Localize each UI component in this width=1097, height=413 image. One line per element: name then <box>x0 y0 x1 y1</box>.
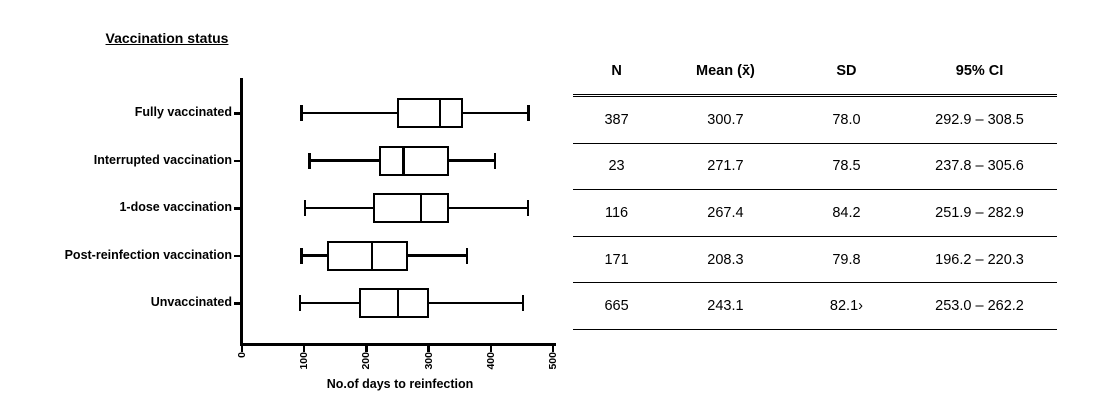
box <box>378 145 450 176</box>
table-cell: 84.2 <box>832 204 861 221</box>
category-label: Interrupted vaccination <box>93 152 232 167</box>
x-axis-line <box>240 343 556 346</box>
table-cell: 237.8 – 305.6 <box>935 158 1024 175</box>
median-line <box>419 195 423 221</box>
table-header-cell: Mean (x̄) <box>696 63 755 79</box>
median-line <box>396 290 400 316</box>
table-cell: 196.2 – 220.3 <box>935 251 1024 268</box>
table-cell: 292.9 – 308.5 <box>935 111 1024 128</box>
whisker-cap-low <box>300 247 303 264</box>
x-axis-tick <box>427 346 430 352</box>
table-row: 665 243.1 82.1› 253.0 – 262.2 <box>573 283 1057 330</box>
y-axis-tick <box>234 302 241 305</box>
category-label: Post-reinfection vaccination <box>64 247 232 262</box>
whisker-cap-low <box>308 152 311 169</box>
table-cell: 208.3 <box>707 251 744 268</box>
table-cell: 79.8 <box>832 251 861 268</box>
table-cell: 23 <box>608 158 625 175</box>
table-header-row: N Mean (x̄) SD 95% CI <box>573 48 1057 97</box>
whisker-cap-high <box>465 247 469 264</box>
whisker-cap-low <box>298 295 302 311</box>
median-line <box>402 147 405 174</box>
y-axis-tick <box>234 112 241 115</box>
table-cell: 387 <box>604 111 629 128</box>
table-cell: 171 <box>604 251 629 268</box>
x-axis-tick-label: 500 <box>547 352 559 370</box>
box <box>396 98 463 128</box>
y-axis-tick <box>234 159 241 162</box>
table-row: 171 208.3 79.8 196.2 – 220.3 <box>573 237 1057 284</box>
box <box>327 240 409 271</box>
table-cell: 665 <box>604 298 629 315</box>
y-axis-tick <box>234 254 241 257</box>
y-axis-line <box>240 78 243 345</box>
whisker-cap-low <box>303 200 307 216</box>
category-label: Fully vaccinated <box>134 105 232 119</box>
whisker-cap-high <box>527 105 530 121</box>
x-axis-tick <box>302 346 306 352</box>
table-cell: 78.0 <box>832 111 861 128</box>
table-cell: 271.7 <box>707 158 744 175</box>
median-line <box>438 100 442 126</box>
category-label: 1-dose vaccination <box>119 200 232 214</box>
whisker-cap-high <box>526 200 530 216</box>
table-cell: 116 <box>604 204 629 221</box>
median-line <box>370 242 374 269</box>
table-cell: 251.9 – 282.9 <box>935 204 1024 221</box>
table-cell: 253.0 – 262.2 <box>935 298 1024 315</box>
table-row: 23 271.7 78.5 237.8 – 305.6 <box>573 144 1057 191</box>
x-axis-tick <box>489 346 493 352</box>
table-row: 116 267.4 84.2 251.9 – 282.9 <box>573 190 1057 237</box>
x-axis-title: No.of days to reinfection <box>326 377 474 391</box>
table-cell: 267.4 <box>707 204 744 221</box>
table-row: 387 300.7 78.0 292.9 – 308.5 <box>573 97 1057 144</box>
table-cell: 82.1› <box>829 298 863 315</box>
box <box>373 193 450 223</box>
table-header-cell: N <box>611 63 622 79</box>
x-axis-tick-label: 0 <box>236 352 248 358</box>
x-axis-tick <box>240 346 244 352</box>
x-axis-tick <box>551 346 555 352</box>
table-cell: 243.1 <box>707 298 744 315</box>
plot-title: Vaccination status <box>105 30 229 46</box>
table-body: 387 300.7 78.0 292.9 – 308.5 23 271.7 78.5 237.… <box>573 97 1057 330</box>
table-cell: 300.7 <box>707 111 744 128</box>
table-header-cell: 95% CI <box>955 63 1004 79</box>
box <box>358 288 430 318</box>
whisker-cap-high <box>493 152 497 169</box>
y-axis-tick <box>234 207 241 210</box>
category-label: Unvaccinated <box>150 295 232 309</box>
whisker-cap-low <box>300 105 303 121</box>
table-cell: 78.5 <box>832 158 861 175</box>
stats-table: N Mean (x̄) SD 95% CI 387 300.7 78.0 292.9 – 3… <box>573 48 1057 330</box>
whisker-cap-high <box>521 295 525 311</box>
table-header-cell: SD <box>836 63 857 79</box>
x-axis-tick <box>365 346 368 352</box>
